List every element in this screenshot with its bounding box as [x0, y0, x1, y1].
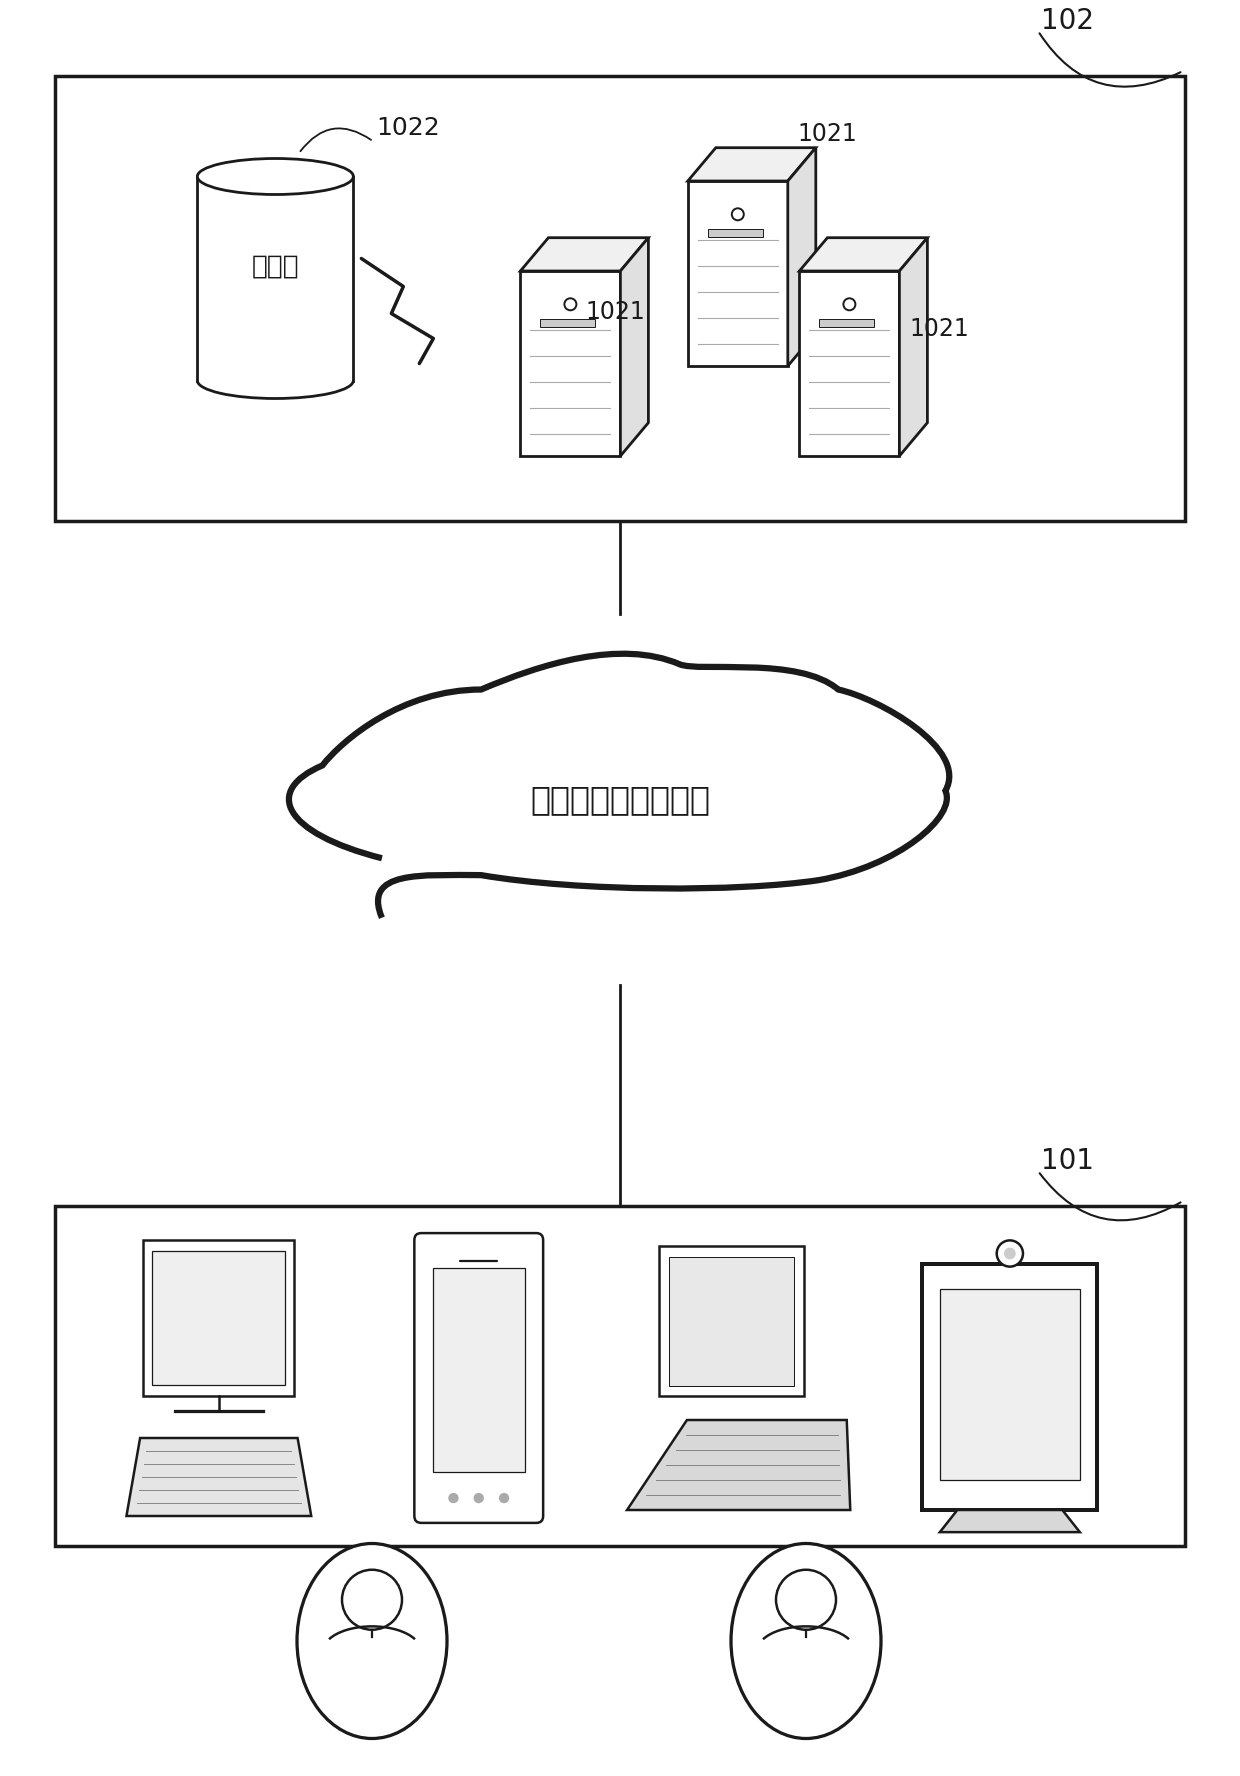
Text: 无线网络或有线网络: 无线网络或有线网络	[529, 783, 711, 815]
Ellipse shape	[732, 1543, 880, 1739]
FancyBboxPatch shape	[414, 1233, 543, 1522]
Bar	[433, 1268, 525, 1472]
Polygon shape	[668, 1256, 795, 1385]
PathPatch shape	[289, 654, 950, 888]
Polygon shape	[521, 272, 620, 456]
Circle shape	[564, 298, 577, 311]
Circle shape	[342, 1570, 402, 1630]
Circle shape	[1004, 1247, 1016, 1259]
Bar	[153, 1250, 285, 1385]
Bar	[940, 1289, 1080, 1481]
Polygon shape	[899, 238, 928, 456]
Polygon shape	[940, 1510, 1080, 1533]
Text: 102: 102	[1042, 7, 1094, 36]
Circle shape	[997, 1240, 1023, 1266]
Bar	[55, 76, 1185, 520]
Polygon shape	[800, 272, 899, 456]
Polygon shape	[658, 1247, 805, 1396]
Bar	[197, 176, 353, 380]
Polygon shape	[787, 147, 816, 366]
Circle shape	[498, 1494, 510, 1502]
Ellipse shape	[197, 362, 353, 398]
Polygon shape	[521, 238, 649, 272]
Circle shape	[732, 208, 744, 220]
Circle shape	[474, 1494, 484, 1502]
Text: 1021: 1021	[585, 300, 645, 325]
Text: 数据库: 数据库	[252, 254, 299, 279]
Polygon shape	[620, 238, 649, 456]
Circle shape	[843, 298, 856, 311]
Polygon shape	[800, 238, 928, 272]
Bar	[541, 320, 595, 327]
Bar	[144, 1240, 294, 1396]
Polygon shape	[688, 147, 816, 181]
Ellipse shape	[197, 158, 353, 195]
Circle shape	[449, 1494, 459, 1502]
Bar	[820, 320, 874, 327]
Ellipse shape	[298, 1543, 446, 1739]
Text: 1021: 1021	[797, 123, 858, 146]
Bar	[923, 1265, 1097, 1510]
Text: 101: 101	[1042, 1147, 1094, 1176]
Bar	[55, 1206, 1185, 1545]
Polygon shape	[688, 181, 787, 366]
Bar	[708, 229, 763, 236]
Polygon shape	[126, 1439, 311, 1517]
Circle shape	[776, 1570, 836, 1630]
Text: 1021: 1021	[909, 316, 970, 341]
Text: 1022: 1022	[377, 115, 440, 140]
Polygon shape	[627, 1421, 851, 1510]
